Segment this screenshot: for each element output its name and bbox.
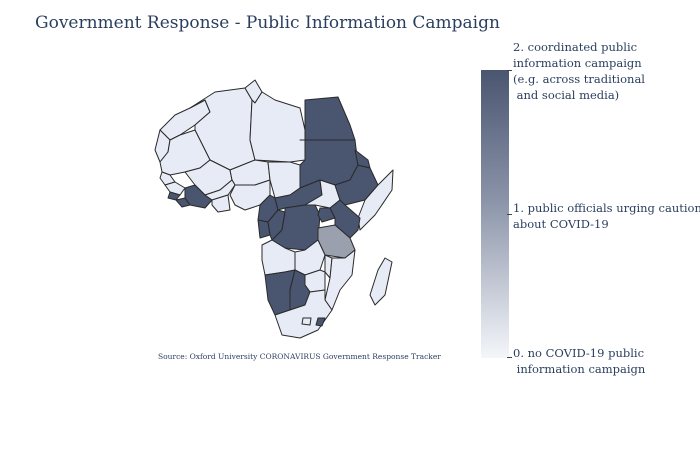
country-mozambique[interactable]: Mozambique xyxy=(324,249,356,311)
source-note: Source: Oxford University CORONAVIRUS Go… xyxy=(158,352,441,361)
country-eritrea[interactable]: Eritrea xyxy=(354,149,371,169)
colorbar-tick-0 xyxy=(507,357,512,358)
colorbar-label-0: 0. no COVID-19 public information campai… xyxy=(513,346,646,376)
country-eswatini[interactable]: Eswatini xyxy=(315,317,326,327)
colorbar-label-2: 2. coordinated public information campai… xyxy=(513,40,645,102)
country-cote-d-ivoire[interactable]: Cote d'Ivoire xyxy=(184,184,213,209)
country-south-africa[interactable]: South Africa xyxy=(274,289,333,339)
country-madagascar[interactable]: Madagascar xyxy=(369,257,393,306)
country-uganda[interactable]: Uganda xyxy=(317,207,336,223)
country-ghana[interactable]: Ghana xyxy=(211,194,231,213)
country-egypt[interactable]: Egypt xyxy=(304,96,356,141)
chart-title: Government Response - Public Information… xyxy=(35,13,500,33)
country-somalia[interactable]: Somalia xyxy=(357,169,394,231)
colorbar-tick-1 xyxy=(507,214,512,215)
country-kenya[interactable]: Kenya xyxy=(329,199,361,239)
colorbar-tick-2 xyxy=(507,70,512,71)
country-lesotho[interactable]: Lesotho xyxy=(301,317,312,326)
colorbar-label-1: 1. public officials urging caution about… xyxy=(513,201,700,231)
colorbar-gradient xyxy=(481,70,509,358)
country-libya[interactable]: Libya xyxy=(249,91,306,163)
